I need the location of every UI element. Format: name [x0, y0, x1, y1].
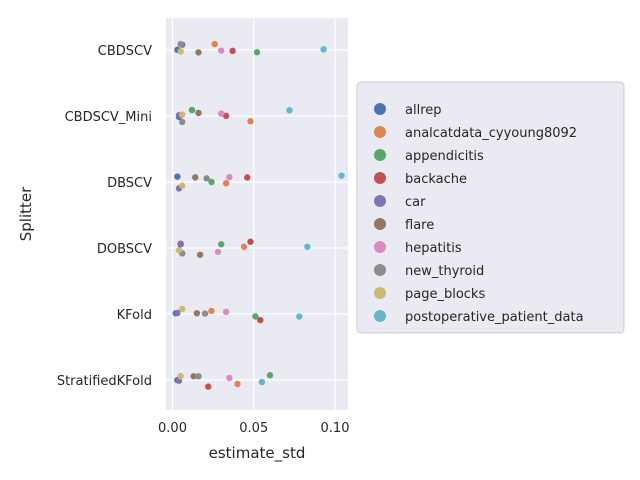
data-point [222, 180, 230, 187]
data-point [195, 373, 202, 380]
data-point [208, 307, 215, 315]
data-point [258, 378, 266, 386]
y-tick-label: CBDSCV [98, 44, 152, 59]
data-point [244, 174, 251, 181]
y-tick-label: CBDSCV_Mini [65, 110, 152, 125]
data-point [190, 373, 197, 380]
data-points [172, 40, 345, 390]
legend-marker [374, 287, 386, 299]
data-point [218, 241, 225, 248]
legend-marker [374, 195, 386, 207]
data-point [320, 46, 327, 53]
data-point [177, 40, 184, 48]
x-tick-label: 0.00 [158, 421, 187, 436]
data-point [188, 106, 196, 114]
legend-marker [374, 264, 386, 276]
data-point [286, 107, 293, 114]
data-point [201, 310, 209, 317]
data-point [257, 316, 264, 324]
data-point [179, 118, 186, 126]
y-tick-label: DOBSCV [97, 242, 152, 257]
data-point [196, 251, 204, 258]
data-point [195, 49, 202, 56]
y-tick-label: KFold [117, 308, 152, 323]
y-tick-label: DBSCV [107, 176, 152, 191]
data-point [177, 48, 184, 55]
legend-label: car [405, 195, 426, 210]
data-point [247, 118, 254, 125]
legend-frame [356, 81, 625, 334]
legend-label: page_blocks [405, 287, 485, 302]
data-point [211, 40, 218, 48]
legend-marker [374, 310, 386, 322]
data-point [179, 182, 186, 189]
data-point [226, 173, 233, 181]
data-point [179, 305, 186, 313]
data-point [222, 112, 230, 120]
data-point [192, 174, 199, 181]
legend-marker [374, 241, 386, 253]
legend-label: new_thyroid [405, 264, 484, 279]
legend-label: analcatdata_cyyoung8092 [405, 126, 577, 141]
data-point [218, 47, 225, 54]
data-point [175, 246, 183, 254]
legend-marker [374, 149, 386, 161]
data-point [304, 243, 311, 250]
legend-items: allrep analcatdata_cyyoung8092 appendiciti… [374, 103, 584, 325]
data-point [338, 172, 345, 179]
legend-label: allrep [405, 103, 442, 118]
plot-background [166, 18, 348, 410]
data-point [214, 248, 222, 256]
y-tick-label: StratifiedKFold [57, 374, 152, 389]
data-point [179, 111, 186, 118]
data-point [177, 240, 184, 247]
gridlines [166, 18, 348, 410]
y-tick-labels: CBDSCV CBDSCV_Mini DBSCV DOBSCV KFold Stratif… [57, 44, 152, 389]
data-point [240, 243, 248, 250]
x-tick-labels: 0.00 0.05 0.10 [158, 421, 349, 436]
legend-marker [374, 126, 386, 138]
legend-label: flare [405, 218, 434, 233]
y-axis-label: Splitter [17, 186, 35, 241]
data-point [222, 308, 230, 316]
data-point [266, 372, 274, 379]
data-point [252, 313, 259, 320]
data-point [247, 238, 254, 245]
legend-marker [374, 103, 386, 115]
data-point [208, 178, 215, 186]
legend-label: backache [405, 172, 467, 187]
data-point [226, 374, 233, 382]
data-point [174, 173, 181, 180]
data-point [234, 380, 241, 388]
x-tick-label: 0.10 [321, 421, 350, 436]
x-tick-label: 0.05 [239, 421, 268, 436]
legend: allrep analcatdata_cyyoung8092 appendiciti… [356, 81, 625, 334]
legend-marker [374, 218, 386, 230]
legend-label: postoperative_patient_data [405, 310, 584, 325]
legend-marker [374, 172, 386, 184]
legend-label: appendicitis [405, 149, 484, 164]
data-point [195, 109, 202, 117]
data-point [205, 383, 212, 390]
data-point [229, 47, 236, 55]
legend-label: hepatitis [405, 241, 462, 256]
data-point [203, 175, 210, 182]
data-point [253, 49, 261, 56]
data-point [177, 372, 184, 380]
data-point [193, 310, 201, 317]
data-point [174, 309, 181, 317]
data-point [218, 110, 225, 117]
data-point [296, 313, 303, 320]
x-axis-label: estimate_std [209, 444, 306, 463]
